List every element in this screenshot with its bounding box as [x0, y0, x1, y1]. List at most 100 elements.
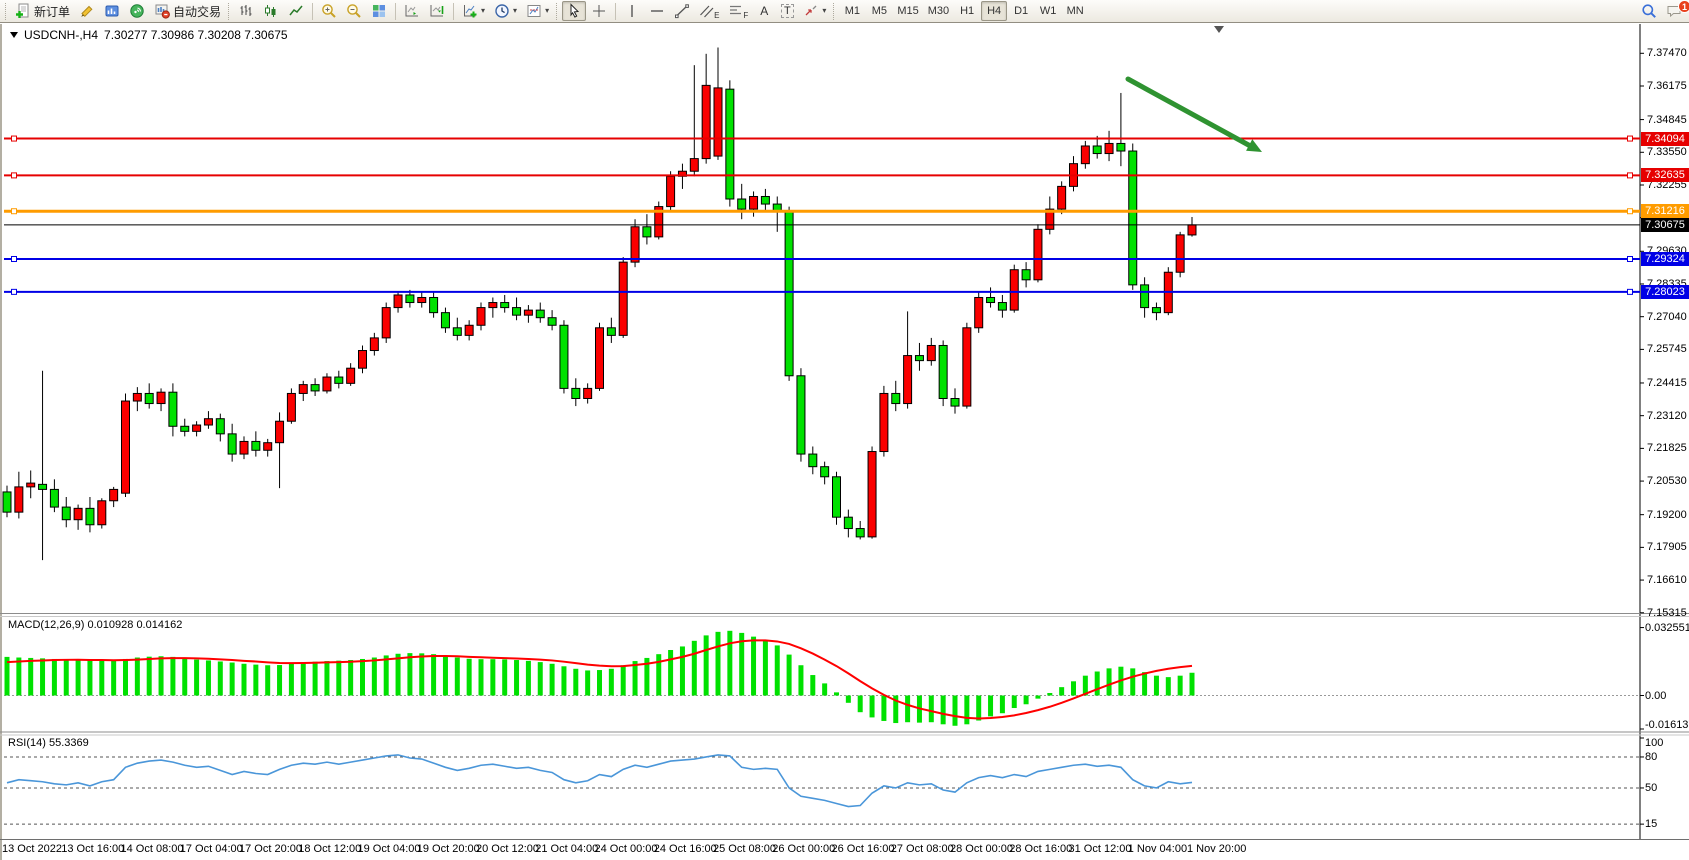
cursor-button[interactable] [562, 1, 587, 21]
timeframe-button-M15[interactable]: M15 [897, 5, 919, 17]
auto-scroll-button[interactable] [400, 1, 424, 21]
macd-axis-label: 0.032551 [1645, 621, 1689, 634]
candlestick-chart-icon [263, 3, 279, 19]
zoom-out-icon [346, 3, 362, 19]
timeframe-button-H1[interactable]: H1 [960, 5, 975, 17]
open-value: 7.30277 [104, 28, 148, 42]
price-level-badge: 7.32635 [1641, 168, 1689, 183]
new-order-icon [15, 3, 31, 19]
macd-signal-value: 0.014162 [136, 619, 183, 631]
time-axis-label: 26 Oct 16:00 [831, 843, 895, 855]
high-value: 7.30986 [150, 28, 195, 42]
tile-windows-button[interactable] [367, 1, 391, 21]
timeframe-button-D1[interactable]: D1 [1014, 5, 1029, 17]
chart-shift-button[interactable] [425, 1, 449, 21]
horizontal-line-icon [649, 3, 665, 19]
vertical-line-button[interactable] [620, 1, 644, 21]
chart-shift-marker[interactable] [1214, 26, 1224, 33]
chart-dropdown-triangle-icon[interactable] [10, 32, 18, 38]
indicators-icon [462, 3, 478, 19]
time-axis-label: 24 Oct 16:00 [653, 843, 717, 855]
price-axis-label: 7.16610 [1647, 574, 1687, 587]
time-axis-label: 26 Oct 00:00 [772, 843, 836, 855]
template-icon [526, 3, 542, 19]
bar-chart-icon [238, 3, 254, 19]
price-axis-label: 7.19200 [1647, 508, 1687, 521]
text-button[interactable]: A [753, 1, 775, 21]
time-axis-label: 25 Oct 08:00 [713, 843, 776, 855]
indicators-dropdown[interactable]: ▾ [458, 1, 489, 21]
time-axis-label: 20 Oct 12:00 [476, 843, 539, 855]
notifications-button[interactable]: 1 [1662, 0, 1689, 21]
chart-wizard-button[interactable] [75, 1, 99, 21]
chevron-down-icon: ▾ [545, 6, 550, 15]
rsi-axis-label: 15 [1645, 818, 1658, 831]
rsi-axis-label: 100 [1645, 737, 1664, 749]
timeframe-button-M30[interactable]: M30 [927, 5, 950, 17]
price-axis-label: 7.34845 [1647, 113, 1687, 126]
line-chart-icon [288, 3, 304, 19]
vertical-line-icon [624, 3, 640, 19]
zoom-out-button[interactable] [342, 1, 366, 21]
auto-trading-button[interactable]: 自动交易 [150, 1, 225, 21]
macd-axis-label: -0.016137 [1645, 719, 1689, 731]
chart-shift-icon [429, 3, 445, 19]
signals-button[interactable] [125, 1, 149, 21]
trendline-button[interactable] [670, 1, 694, 21]
time-axis-label: 13 Oct 16:00 [61, 843, 125, 855]
macd-title: MACD(12,26,9) [8, 619, 85, 631]
market-watch-icon [104, 3, 120, 19]
price-axis-label: 7.25745 [1647, 343, 1687, 356]
candlestick-chart-button[interactable] [259, 1, 283, 21]
time-axis-label: 19 Oct 20:00 [416, 843, 480, 855]
timeframe-button-M1[interactable]: M1 [844, 5, 860, 17]
market-watch-button[interactable] [100, 1, 124, 21]
time-axis-label: 28 Oct 16:00 [1009, 843, 1073, 855]
toolbar-separator [312, 2, 314, 20]
tile-windows-icon [371, 3, 387, 19]
text-label-letter: T [780, 4, 794, 18]
auto-trading-label: 自动交易 [173, 4, 222, 19]
auto-trading-icon [154, 3, 170, 19]
rsi-axis-label: 50 [1645, 781, 1658, 794]
time-axis-label: 27 Oct 08:00 [890, 843, 954, 855]
price-level-badge: 7.34094 [1641, 131, 1689, 146]
templates-dropdown[interactable]: ▾ [522, 1, 553, 21]
bar-chart-button[interactable] [234, 1, 258, 21]
time-axis-label: 17 Oct 04:00 [179, 843, 243, 855]
timeframe-button-H4[interactable]: H4 [981, 1, 1008, 21]
toolbar-grip [5, 2, 8, 20]
zoom-in-button[interactable] [317, 1, 341, 21]
new-order-button[interactable]: 新订单 [11, 1, 74, 21]
price-axis-label: 7.33550 [1647, 146, 1687, 159]
horizontal-line-button[interactable] [645, 1, 669, 21]
price-axis-label: 7.21825 [1647, 442, 1687, 455]
line-chart-button[interactable] [284, 1, 308, 21]
crosshair-button[interactable] [587, 1, 611, 21]
timeframe-button-M5[interactable]: M5 [871, 5, 887, 17]
time-axis-label: 28 Oct 00:00 [950, 843, 1013, 855]
timeframe-button-W1[interactable]: W1 [1039, 5, 1057, 17]
chart-window[interactable] [0, 24, 1689, 860]
chart-title: USDCNH-,H4 7.30277 7.30986 7.30208 7.306… [10, 28, 288, 42]
fibonacci-button[interactable]: F [724, 1, 752, 21]
search-button[interactable] [1637, 1, 1661, 21]
equidistant-channel-button[interactable]: E [695, 1, 723, 21]
toolbar-grip [833, 2, 836, 20]
timeframe-button-MN[interactable]: MN [1066, 5, 1084, 17]
chevron-down-icon: ▾ [513, 6, 518, 15]
text-label-button[interactable]: T [776, 1, 798, 21]
rsi-label: RSI(14) 55.3369 [8, 737, 89, 749]
rsi-value: 55.3369 [48, 737, 89, 749]
text-tool-letter: A [760, 4, 769, 18]
crosshair-icon [591, 3, 607, 19]
toolbar-grip [228, 2, 231, 20]
arrows-dropdown[interactable]: ▾ [799, 1, 830, 21]
periods-dropdown[interactable]: ▾ [490, 1, 521, 21]
price-axis-label: 7.37470 [1647, 47, 1687, 60]
price-level-badge: 7.31216 [1641, 204, 1689, 219]
search-icon [1641, 3, 1657, 19]
cursor-icon [566, 3, 582, 19]
time-axis-label: 1 Nov 20:00 [1187, 843, 1247, 855]
time-axis-label: 19 Oct 04:00 [357, 843, 421, 855]
